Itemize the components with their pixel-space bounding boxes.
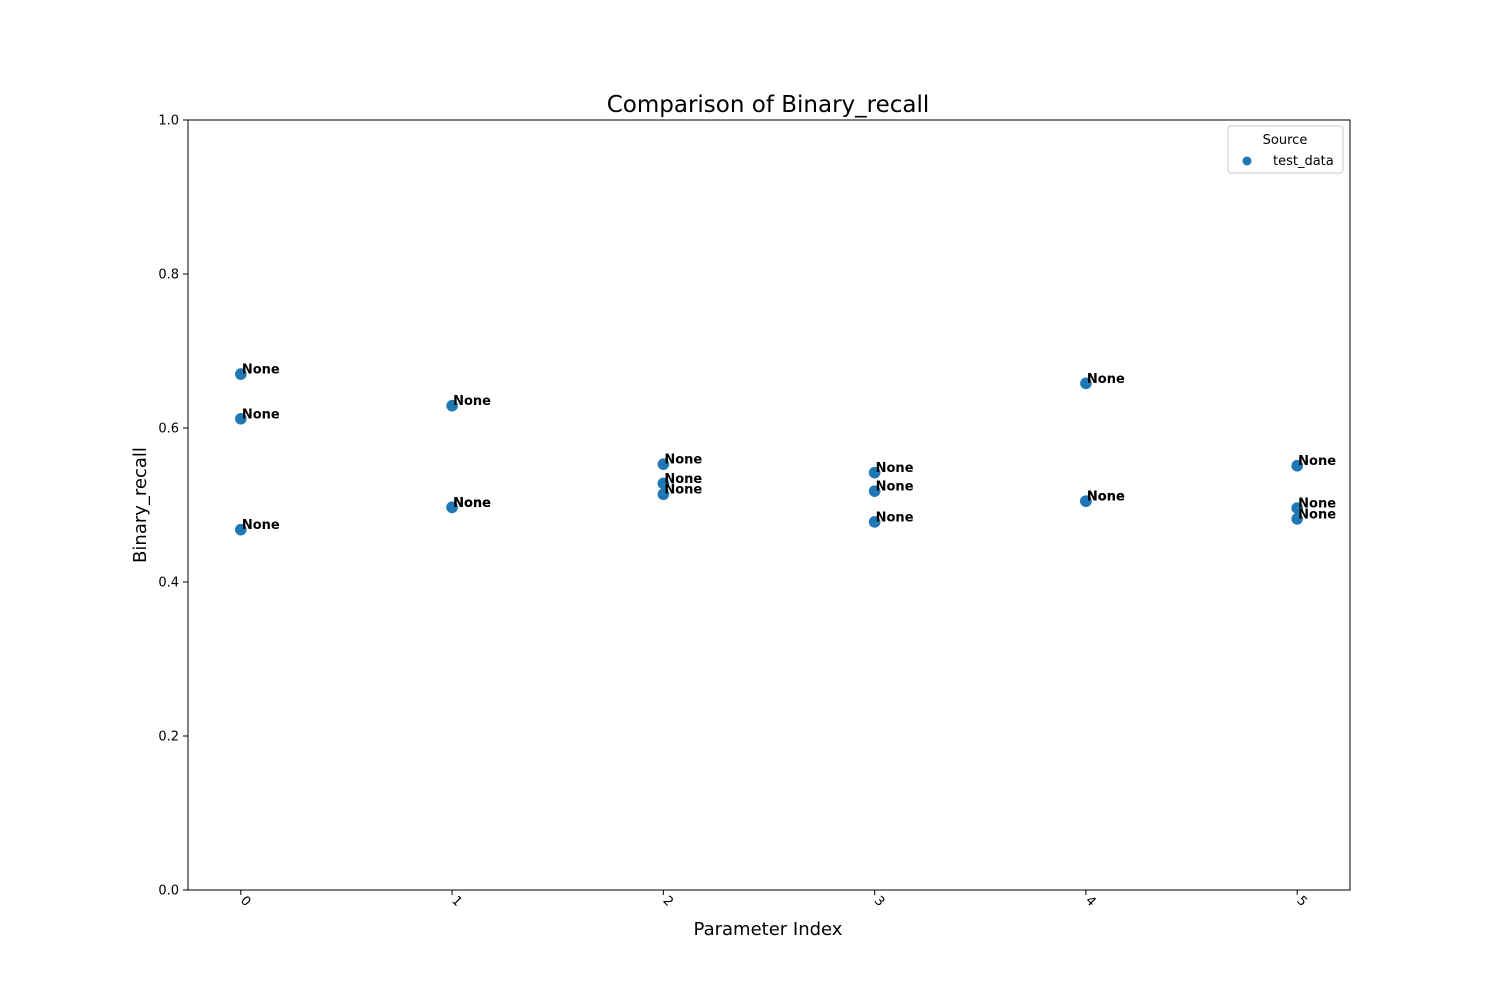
data-point-label: None [1087, 372, 1125, 387]
chart-title: Comparison of Binary_recall [607, 92, 930, 118]
legend-title: Source [1263, 133, 1308, 148]
data-point [1080, 377, 1092, 390]
data-point-label: None [1298, 497, 1336, 512]
y-axis-ticks: 0.0 0.2 0.4 0.6 0.8 1.0 [158, 114, 188, 899]
data-point [235, 368, 247, 380]
data-point [1291, 459, 1303, 472]
y-tick-label: 0.8 [158, 268, 179, 283]
data-point [446, 501, 458, 514]
y-tick-label: 0.0 [158, 884, 179, 899]
data-point-label: None [1087, 490, 1125, 505]
data-point [1291, 502, 1303, 514]
data-point [235, 412, 247, 425]
data-point-label: None [664, 472, 702, 487]
data-point [868, 485, 881, 497]
data-point-label: None [453, 496, 491, 511]
data-point [868, 516, 881, 528]
data-point-labels: NoneNoneNoneNoneNoneNoneNoneNoneNoneNone… [242, 363, 1336, 534]
y-tick-label: 0.2 [158, 730, 179, 745]
data-point-label: None [876, 510, 914, 525]
data-point-label: None [1298, 454, 1336, 469]
data-point [657, 458, 670, 470]
data-point-label: None [453, 394, 491, 409]
data-point-label: None [876, 480, 914, 495]
data-point [1080, 495, 1092, 507]
data-point-label: None [876, 461, 914, 476]
data-point [868, 466, 881, 479]
data-point-label: None [664, 483, 702, 498]
data-point-label: None [453, 496, 491, 511]
data-point [657, 477, 670, 490]
data-point-label: None [242, 518, 280, 533]
data-point-label: None [242, 363, 280, 378]
data-point-label: None [1087, 490, 1125, 505]
data-point [446, 399, 458, 412]
y-tick-label: 1.0 [158, 114, 179, 129]
plot-frame [187, 119, 1351, 891]
data-points [235, 368, 1303, 536]
data-point-label: None [1298, 507, 1336, 522]
y-tick-label: 0.6 [158, 422, 179, 437]
x-axis-label: Parameter Index [694, 919, 843, 940]
legend-entry-test-data: test_data [1273, 154, 1334, 169]
data-point-label: None [664, 453, 702, 468]
y-axis-label: Binary_recall [130, 447, 151, 563]
data-point [657, 488, 670, 501]
data-point [1291, 513, 1303, 525]
legend-marker-test-data [1242, 156, 1252, 166]
legend-box [1227, 125, 1344, 174]
data-point [235, 523, 247, 536]
data-point-label: None [242, 407, 280, 422]
y-tick-label: 0.4 [158, 576, 179, 591]
legend: Source test_data [1227, 125, 1344, 174]
